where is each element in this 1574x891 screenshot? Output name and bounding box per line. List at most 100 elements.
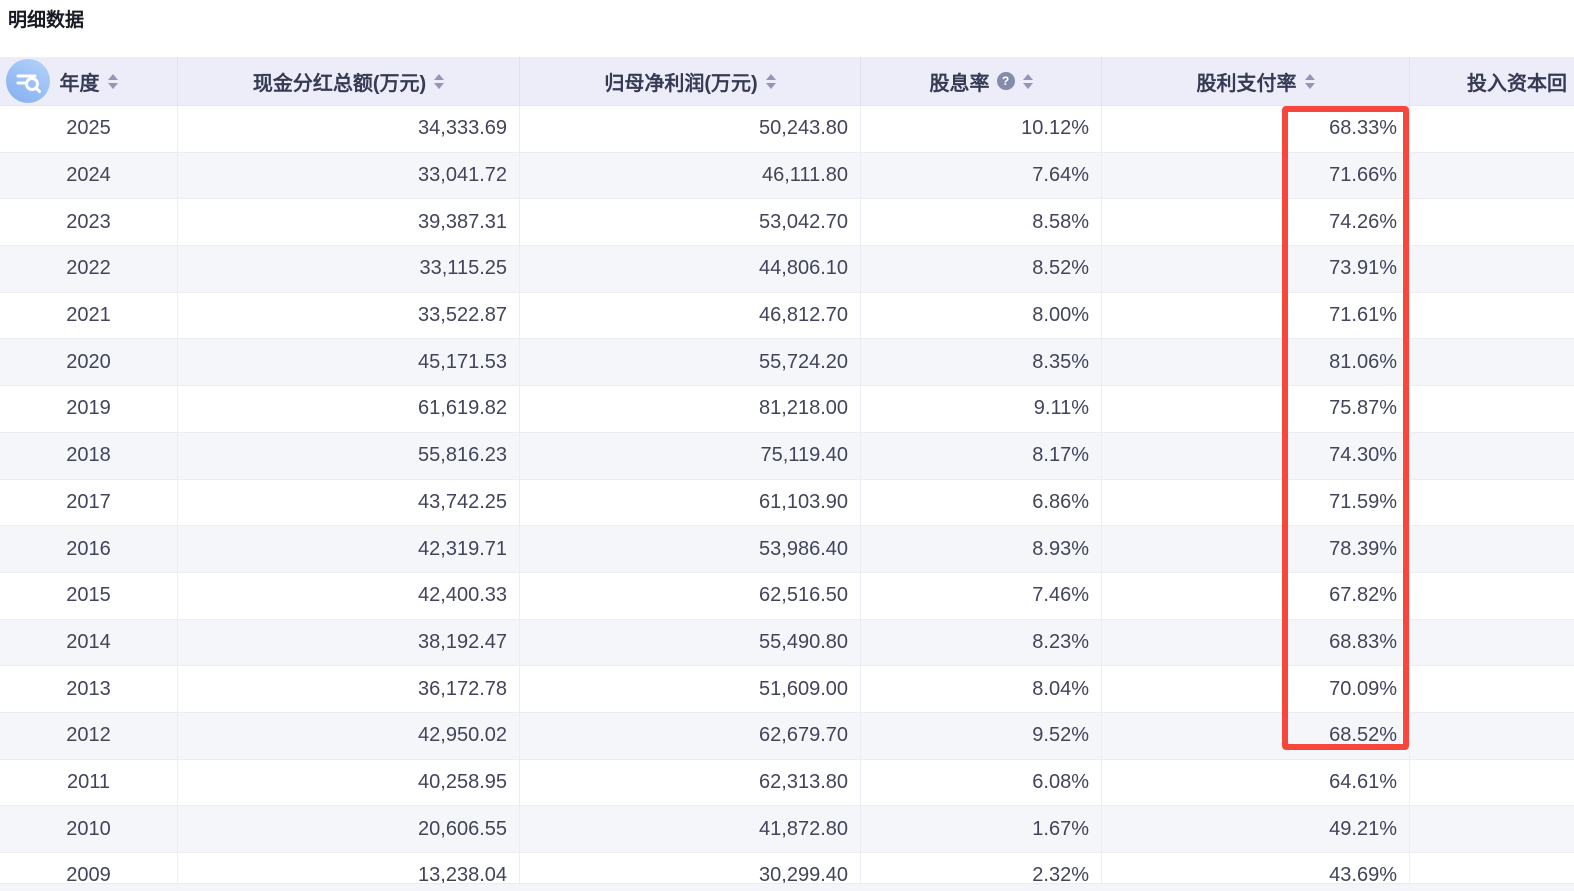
table-row-2013: 201336,172.7851,609.008.04%70.09% [0, 666, 1574, 713]
cell-net_profit-2012: 62,679.70 [520, 712, 861, 759]
table-row-2018: 201855,816.2375,119.408.17%74.30% [0, 432, 1574, 479]
cell-dividend_yield-2019: 9.11% [861, 386, 1102, 433]
search-list-icon[interactable] [6, 59, 50, 103]
cell-payout_ratio-2016: 78.39% [1102, 526, 1410, 573]
sort-down-icon[interactable] [766, 83, 776, 89]
sort-up-icon[interactable] [766, 74, 776, 80]
cell-roic-2020 [1410, 339, 1574, 386]
cell-payout_ratio-2025: 68.33% [1102, 106, 1410, 153]
sort-carets-icon[interactable] [108, 74, 118, 89]
column-header-dividend_yield[interactable]: 股息率? [861, 57, 1102, 106]
cell-roic-2022 [1410, 246, 1574, 293]
cell-dividend_yield-2010: 1.67% [861, 806, 1102, 853]
sort-down-icon[interactable] [434, 83, 444, 89]
sort-down-icon[interactable] [1305, 83, 1315, 89]
cell-dividend_total-2011: 40,258.95 [178, 759, 520, 806]
cell-roic-2015 [1410, 572, 1574, 619]
cell-dividend_yield-2014: 8.23% [861, 619, 1102, 666]
cell-roic-2025 [1410, 106, 1574, 153]
sort-carets-icon[interactable] [434, 74, 444, 89]
help-icon[interactable]: ? [997, 72, 1015, 90]
cell-roic-2024 [1410, 152, 1574, 199]
cell-year-2015: 2015 [0, 572, 178, 619]
column-header-dividend_total[interactable]: 现金分红总额(万元) [178, 57, 520, 106]
cell-net_profit-2025: 50,243.80 [520, 106, 861, 153]
cell-dividend_yield-2011: 6.08% [861, 759, 1102, 806]
sort-up-icon[interactable] [108, 74, 118, 80]
table-row-2011: 201140,258.9562,313.806.08%64.61% [0, 759, 1574, 806]
table-row-2012: 201242,950.0262,679.709.52%68.52% [0, 712, 1574, 759]
sort-down-icon[interactable] [1023, 83, 1033, 89]
column-header-content: 现金分红总额(万元) [178, 57, 519, 105]
cell-payout_ratio-2024: 71.66% [1102, 152, 1410, 199]
cell-payout_ratio-2014: 68.83% [1102, 619, 1410, 666]
cell-dividend_total-2015: 42,400.33 [178, 572, 520, 619]
column-label-payout_ratio: 股利支付率 [1197, 67, 1297, 96]
cell-payout_ratio-2013: 70.09% [1102, 666, 1410, 713]
cell-payout_ratio-2012: 68.52% [1102, 712, 1410, 759]
partial-next-row [0, 883, 1574, 891]
sort-up-icon[interactable] [1023, 74, 1033, 80]
cell-year-2020: 2020 [0, 339, 178, 386]
cell-dividend_total-2016: 42,319.71 [178, 526, 520, 573]
cell-dividend_total-2019: 61,619.82 [178, 386, 520, 433]
cell-dividend_yield-2023: 8.58% [861, 199, 1102, 246]
cell-year-2012: 2012 [0, 712, 178, 759]
sort-carets-icon[interactable] [1023, 74, 1033, 89]
cell-net_profit-2018: 75,119.40 [520, 432, 861, 479]
cell-year-2013: 2013 [0, 666, 178, 713]
cell-dividend_total-2018: 55,816.23 [178, 432, 520, 479]
sort-up-icon[interactable] [434, 74, 444, 80]
table-row-2022: 202233,115.2544,806.108.52%73.91% [0, 246, 1574, 293]
column-header-content: 投入资本回 [1410, 57, 1574, 105]
cell-roic-2021 [1410, 292, 1574, 339]
column-header-content: 股息率? [861, 57, 1101, 105]
cell-dividend_yield-2024: 7.64% [861, 152, 1102, 199]
cell-payout_ratio-2020: 81.06% [1102, 339, 1410, 386]
cell-payout_ratio-2022: 73.91% [1102, 246, 1410, 293]
cell-dividend_total-2012: 42,950.02 [178, 712, 520, 759]
cell-year-2017: 2017 [0, 479, 178, 526]
search-list-glyph [6, 59, 50, 103]
cell-year-2019: 2019 [0, 386, 178, 433]
header-row: 年度现金分红总额(万元)归母净利润(万元)股息率?股利支付率投入资本回 [0, 57, 1574, 106]
page-title: 明细数据 [8, 5, 84, 32]
cell-roic-2010 [1410, 806, 1574, 853]
cell-dividend_total-2013: 36,172.78 [178, 666, 520, 713]
table-row-2025: 202534,333.6950,243.8010.12%68.33% [0, 106, 1574, 153]
cell-dividend_total-2025: 34,333.69 [178, 106, 520, 153]
column-header-content: 归母净利润(万元) [520, 57, 860, 105]
sort-down-icon[interactable] [108, 83, 118, 89]
cell-payout_ratio-2023: 74.26% [1102, 199, 1410, 246]
cell-dividend_total-2014: 38,192.47 [178, 619, 520, 666]
cell-dividend_yield-2015: 7.46% [861, 572, 1102, 619]
cell-dividend_total-2020: 45,171.53 [178, 339, 520, 386]
cell-year-2016: 2016 [0, 526, 178, 573]
cell-net_profit-2014: 55,490.80 [520, 619, 861, 666]
cell-payout_ratio-2021: 71.61% [1102, 292, 1410, 339]
column-header-net_profit[interactable]: 归母净利润(万元) [520, 57, 861, 106]
sort-carets-icon[interactable] [766, 74, 776, 89]
cell-dividend_yield-2016: 8.93% [861, 526, 1102, 573]
cell-dividend_total-2022: 33,115.25 [178, 246, 520, 293]
cell-roic-2016 [1410, 526, 1574, 573]
cell-net_profit-2022: 44,806.10 [520, 246, 861, 293]
cell-dividend_total-2010: 20,606.55 [178, 806, 520, 853]
cell-year-2014: 2014 [0, 619, 178, 666]
cell-dividend_yield-2022: 8.52% [861, 246, 1102, 293]
cell-year-2024: 2024 [0, 152, 178, 199]
cell-dividend_yield-2025: 10.12% [861, 106, 1102, 153]
cell-net_profit-2021: 46,812.70 [520, 292, 861, 339]
cell-net_profit-2011: 62,313.80 [520, 759, 861, 806]
column-header-content: 股利支付率 [1102, 57, 1409, 105]
sort-up-icon[interactable] [1305, 74, 1315, 80]
sort-carets-icon[interactable] [1305, 74, 1315, 89]
table-row-2010: 201020,606.5541,872.801.67%49.21% [0, 806, 1574, 853]
cell-year-2025: 2025 [0, 106, 178, 153]
cell-roic-2014 [1410, 619, 1574, 666]
cell-dividend_yield-2021: 8.00% [861, 292, 1102, 339]
cell-year-2023: 2023 [0, 199, 178, 246]
column-header-payout_ratio[interactable]: 股利支付率 [1102, 57, 1410, 106]
cell-payout_ratio-2011: 64.61% [1102, 759, 1410, 806]
table-row-2016: 201642,319.7153,986.408.93%78.39% [0, 526, 1574, 573]
